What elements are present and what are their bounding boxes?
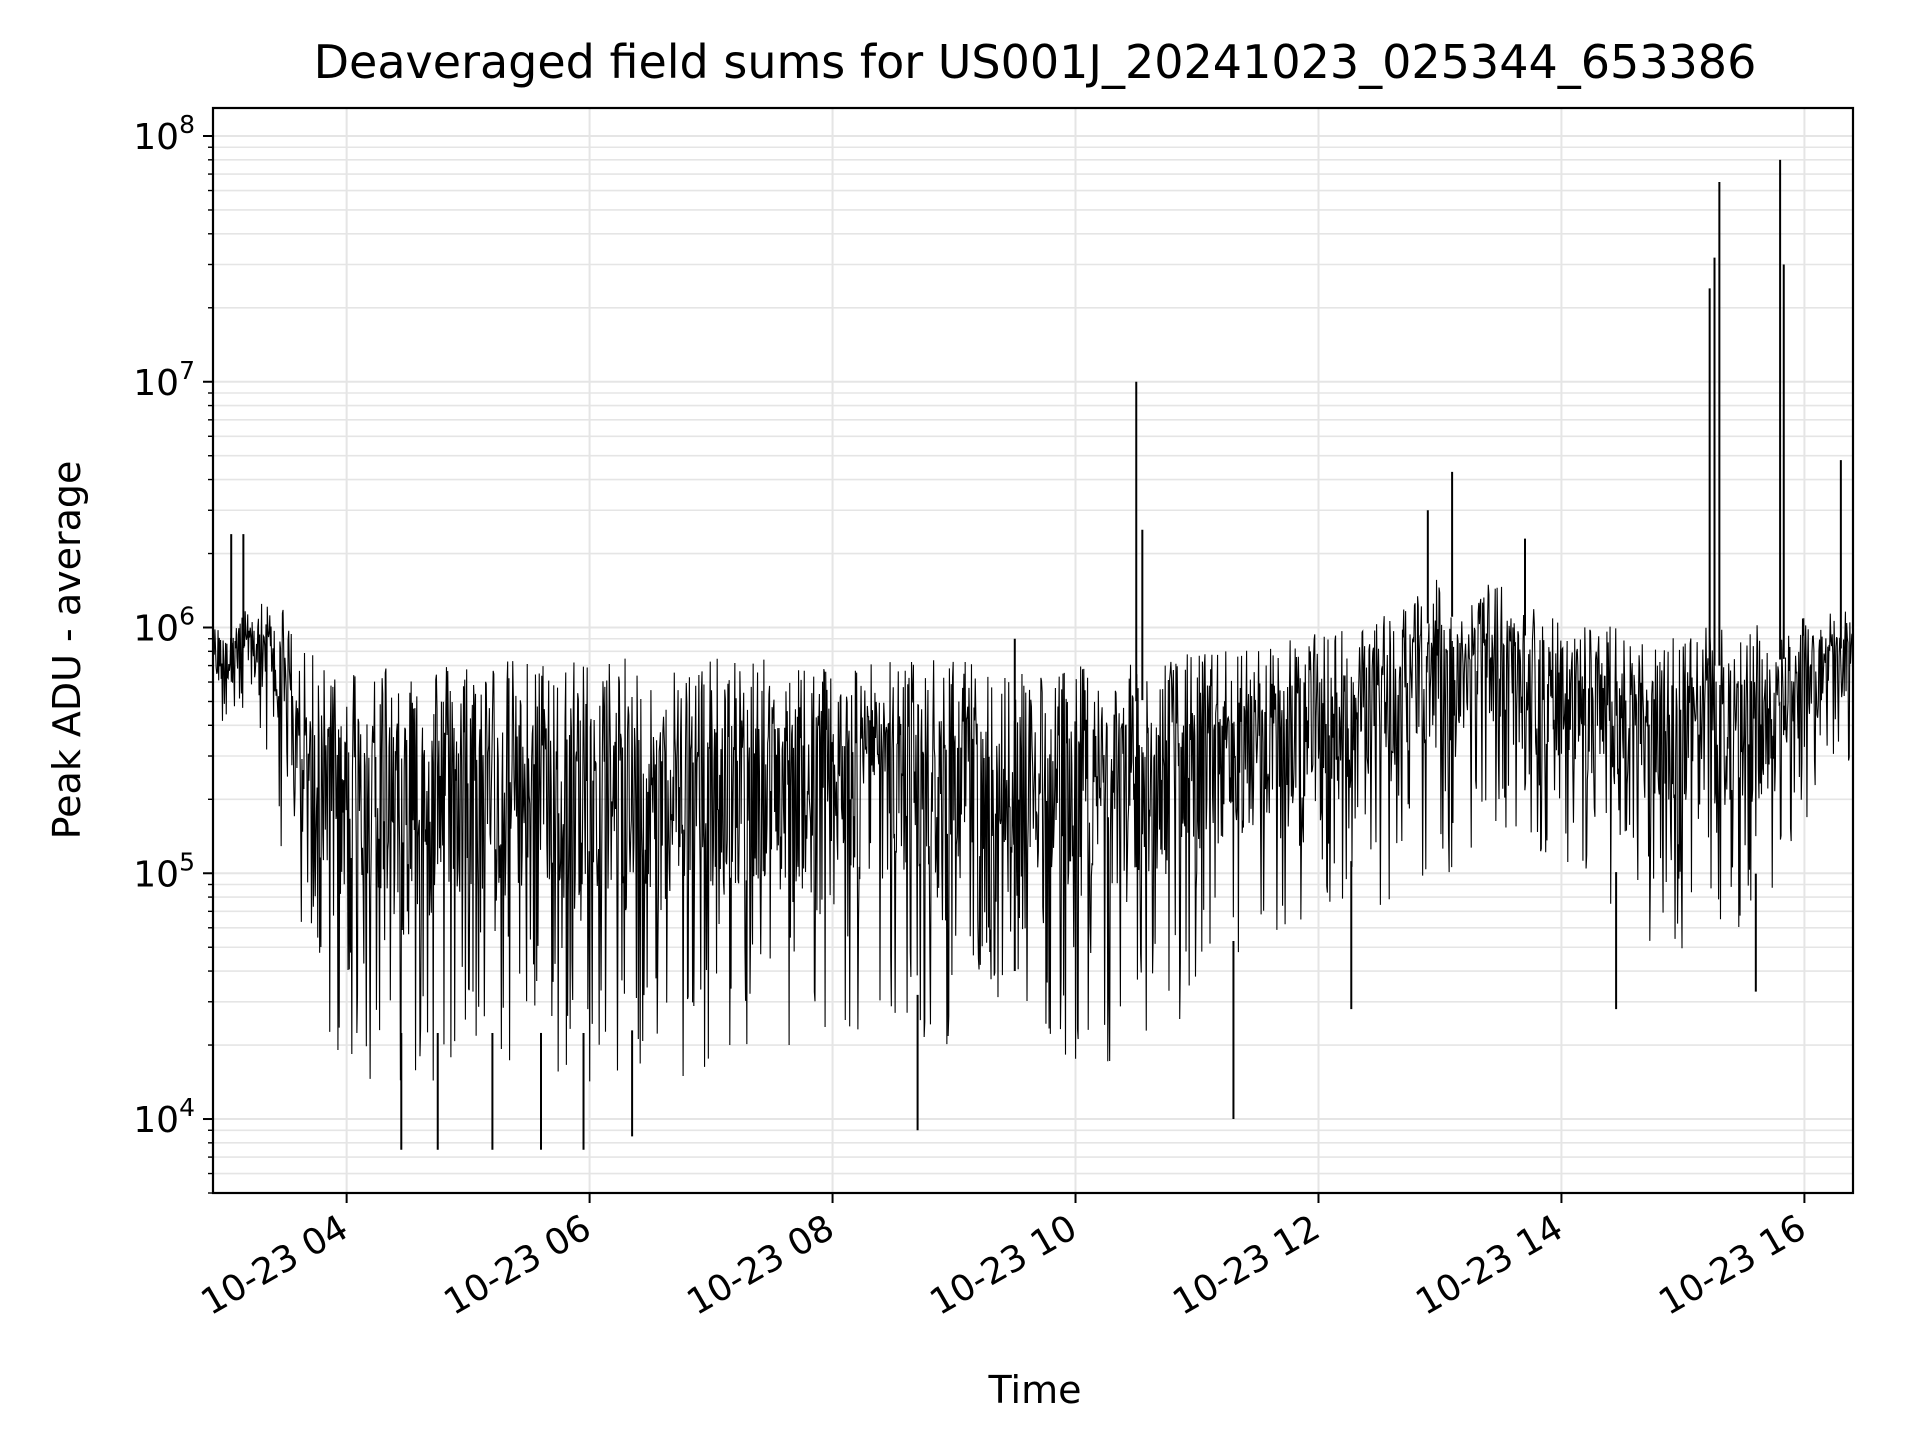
y-tick-label: 104 <box>133 1093 195 1141</box>
y-tick-label: 106 <box>133 602 195 650</box>
series-line <box>212 159 1854 1150</box>
y-tick-label: 108 <box>133 110 195 158</box>
chart-title: Deaveraged field sums for US001J_2024102… <box>314 35 1757 89</box>
plot-frame <box>211 106 1855 1195</box>
y-tick-label: 107 <box>133 356 195 404</box>
y-tick-label: 105 <box>133 847 195 895</box>
x-axis-label: Time <box>988 1368 1082 1412</box>
y-axis-label: Peak ADU - average <box>45 461 89 840</box>
series-path <box>212 579 1854 1082</box>
y-axis: 104 105 106 107 108 <box>133 110 213 1194</box>
grid-lines <box>213 108 1853 1194</box>
